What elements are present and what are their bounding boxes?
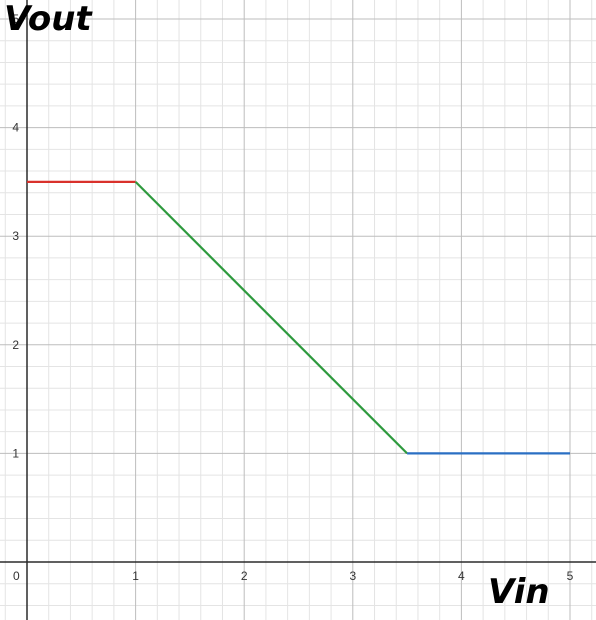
series-lines [27,180,570,455]
y-tick-label: 4 [12,121,19,135]
tick-labels: 0 1 2 3 4 5 1 2 3 4 5 [12,12,573,583]
x-tick-label: 2 [241,569,248,583]
x-tick-label: 1 [132,569,139,583]
y-tick-label: 2 [12,338,19,352]
x-axis-label: Vin [488,572,550,612]
y-tick-label: 3 [12,229,19,243]
y-axis-label: Vout [4,0,93,39]
y-tick-label: 5 [12,12,19,26]
x-tick-label: 4 [458,569,465,583]
origin-label: 0 [13,569,20,583]
x-tick-label: 5 [567,569,574,583]
x-tick-label: 3 [349,569,356,583]
series-line-2 [134,181,408,455]
y-tick-label: 1 [12,446,19,460]
